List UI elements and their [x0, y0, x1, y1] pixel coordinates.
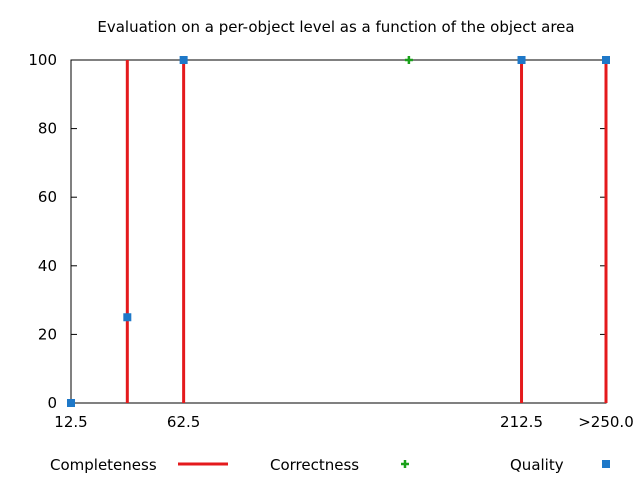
quality-point — [602, 56, 610, 64]
y-tick-label: 20 — [38, 325, 57, 343]
y-tick-label: 100 — [28, 51, 57, 69]
quality-point — [517, 56, 526, 64]
x-tick-label: 12.5 — [54, 413, 87, 431]
quality-point — [67, 399, 75, 407]
legend: Completeness Correctness Quality — [50, 456, 610, 474]
legend-label-completeness: Completeness — [50, 456, 157, 474]
y-tick-label: 80 — [38, 120, 57, 138]
y-tick-label: 40 — [38, 257, 57, 275]
quality-point — [179, 56, 188, 64]
x-tick-label: 62.5 — [167, 413, 200, 431]
x-tick-label: 212.5 — [500, 413, 543, 431]
legend-sample-correctness — [401, 460, 409, 468]
plot-border — [70, 59, 607, 404]
plot-area: 0 20 40 60 80 100 12.5 62.5 212.5 >250.0 — [28, 51, 633, 431]
legend-label-quality: Quality — [510, 456, 564, 474]
legend-sample-quality — [602, 460, 610, 468]
y-tick-label: 60 — [38, 188, 57, 206]
legend-label-correctness: Correctness — [270, 456, 359, 474]
correctness-point — [404, 56, 413, 64]
x-tick-label: >250.0 — [578, 413, 634, 431]
chart-title: Evaluation on a per-object level as a fu… — [97, 18, 574, 36]
quality-point — [123, 313, 132, 322]
y-tick-label: 0 — [47, 394, 57, 412]
